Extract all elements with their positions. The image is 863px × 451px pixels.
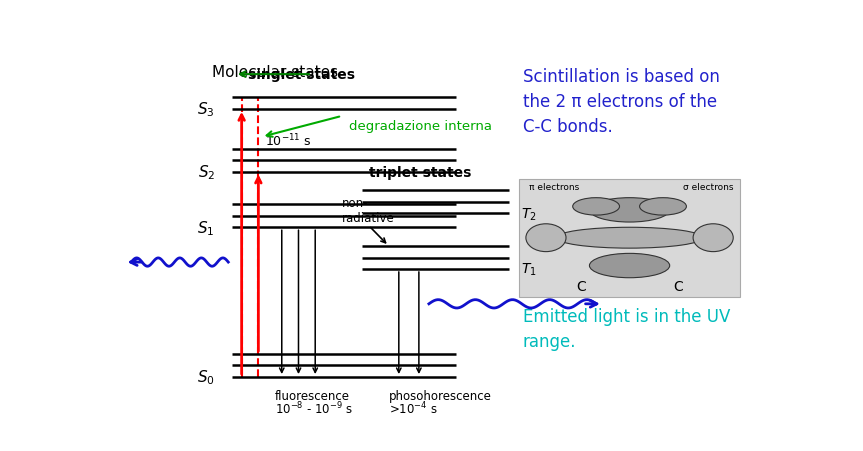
Text: C: C	[673, 280, 683, 294]
Text: >$10^{-4}$ s: >$10^{-4}$ s	[388, 400, 438, 416]
Text: $S_2$: $S_2$	[198, 163, 215, 181]
Text: non-
radiative: non- radiative	[342, 197, 394, 225]
Ellipse shape	[573, 198, 620, 216]
Text: triplet states: triplet states	[369, 165, 471, 179]
Text: degradazione interna: degradazione interna	[349, 120, 492, 133]
Text: $T_1$: $T_1$	[521, 261, 537, 278]
Text: π electrons: π electrons	[529, 183, 579, 192]
Ellipse shape	[639, 198, 686, 216]
Ellipse shape	[556, 228, 703, 249]
Text: $10^{-11}$ s: $10^{-11}$ s	[265, 133, 312, 149]
Text: $10^{-8}$ - $10^{-9}$ s: $10^{-8}$ - $10^{-9}$ s	[275, 400, 353, 416]
Text: $T_2$: $T_2$	[521, 206, 537, 222]
Text: Emitted light is in the UV
range.: Emitted light is in the UV range.	[523, 308, 730, 350]
Text: phosohorescence: phosohorescence	[388, 389, 492, 402]
Text: $S_0$: $S_0$	[197, 368, 215, 387]
Ellipse shape	[693, 224, 734, 252]
Text: $S_1$: $S_1$	[198, 218, 215, 237]
Ellipse shape	[589, 198, 670, 222]
Ellipse shape	[589, 254, 670, 278]
Text: Molecular states: Molecular states	[212, 64, 338, 79]
Text: Scintillation is based on
the 2 π electrons of the
C-C bonds.: Scintillation is based on the 2 π electr…	[523, 68, 720, 136]
Text: fluorescence: fluorescence	[275, 389, 350, 402]
Text: singlet states: singlet states	[249, 68, 356, 82]
Text: σ electrons: σ electrons	[683, 183, 734, 192]
Bar	[520, 179, 740, 297]
Text: C: C	[576, 280, 586, 294]
Text: $S_3$: $S_3$	[198, 101, 215, 119]
Ellipse shape	[526, 224, 566, 252]
